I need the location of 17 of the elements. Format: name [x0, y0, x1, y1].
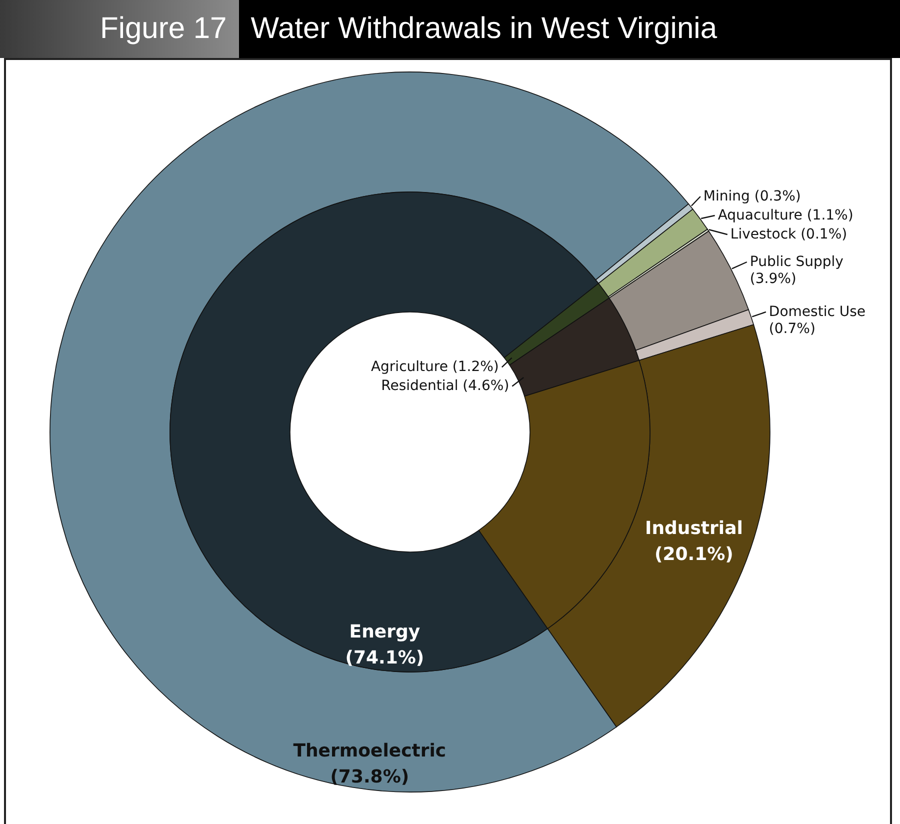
- data-label: (73.8%): [330, 766, 410, 788]
- data-label: (20.1%): [654, 544, 734, 565]
- caption: Figure 17: [0, 0, 239, 58]
- data-label: (3.9%): [750, 271, 796, 287]
- data-label: (0.7%): [768, 320, 816, 337]
- slice-label: Residential (4.6%): [381, 378, 510, 394]
- slice-label: Aquaculture (1.1%): [718, 208, 854, 224]
- slice-label: Domestic Use: [768, 304, 866, 320]
- slice-label: Agriculture (1.2%): [370, 359, 499, 376]
- slice-label: Livestock (0.1%): [730, 226, 848, 242]
- slice-label: Mining (0.3%): [703, 188, 801, 204]
- chart-title: Water Withdrawals in West Virginia: [250, 11, 718, 47]
- slice-label: Industrial: [645, 518, 743, 539]
- slice-label: Public Supply: [750, 254, 844, 270]
- slice-label: Thermoelectric: [293, 740, 446, 762]
- slice-label: Energy: [349, 621, 420, 642]
- data-label: (74.1%): [345, 647, 424, 668]
